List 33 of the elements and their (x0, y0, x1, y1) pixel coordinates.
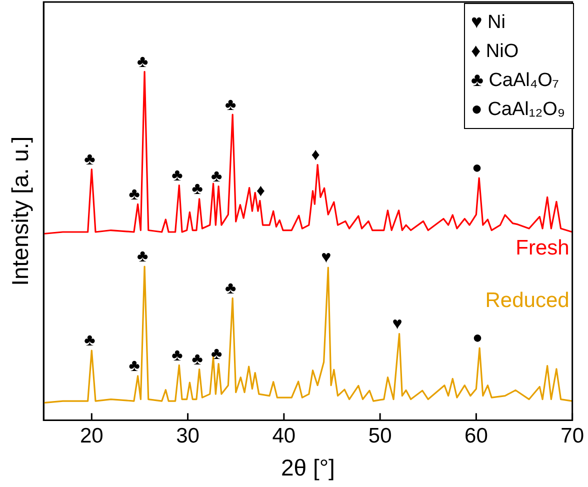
series-label: Reduced (485, 289, 570, 312)
annotation: ♣ (172, 345, 183, 364)
x-tick-label: 50 (368, 424, 392, 448)
annotation: ♣ (192, 350, 203, 369)
series-label: Fresh (516, 236, 570, 260)
annotation: ♣ (136, 52, 148, 71)
annotation: ♣ (210, 166, 222, 186)
x-tick-label: 30 (176, 424, 200, 448)
annotation: ♣ (84, 149, 96, 168)
x-tick-label: 70 (560, 424, 584, 448)
y-axis-title: Intensity [a. u.] (7, 136, 34, 286)
annotation: ♣ (128, 184, 140, 204)
annotation: ♥ (392, 314, 402, 333)
annotation: ♣ (136, 246, 148, 266)
annotation: ♣ (84, 330, 96, 350)
annotation: ♣ (172, 166, 183, 184)
x-tick-label: 40 (272, 424, 296, 448)
annotation: ♣ (192, 179, 203, 198)
annotation: ♦ (311, 144, 320, 164)
annotation: ● CaAl₁₂O₉ (470, 98, 565, 122)
x-tick-label: 60 (464, 424, 488, 448)
annotation: ♣ (210, 344, 222, 363)
legend-box: ♥ Ni ♦ NiO ♣ CaAl₄O₇ ● CaAl₁₂O₉ (464, 3, 574, 129)
annotation: ♣ (225, 278, 236, 298)
x-tick-label: 20 (80, 424, 104, 448)
annotation: ● (472, 328, 483, 348)
annotation: ♣ (225, 94, 236, 114)
annotation: ● (472, 158, 482, 178)
annotation: ♥ (321, 248, 332, 267)
x-axis-title: 2θ [°] (280, 454, 335, 481)
annotation: ♦ (256, 180, 266, 200)
annotation: ♣ (128, 356, 140, 376)
annotation: ♣ CaAl₄O₇ (470, 69, 560, 93)
